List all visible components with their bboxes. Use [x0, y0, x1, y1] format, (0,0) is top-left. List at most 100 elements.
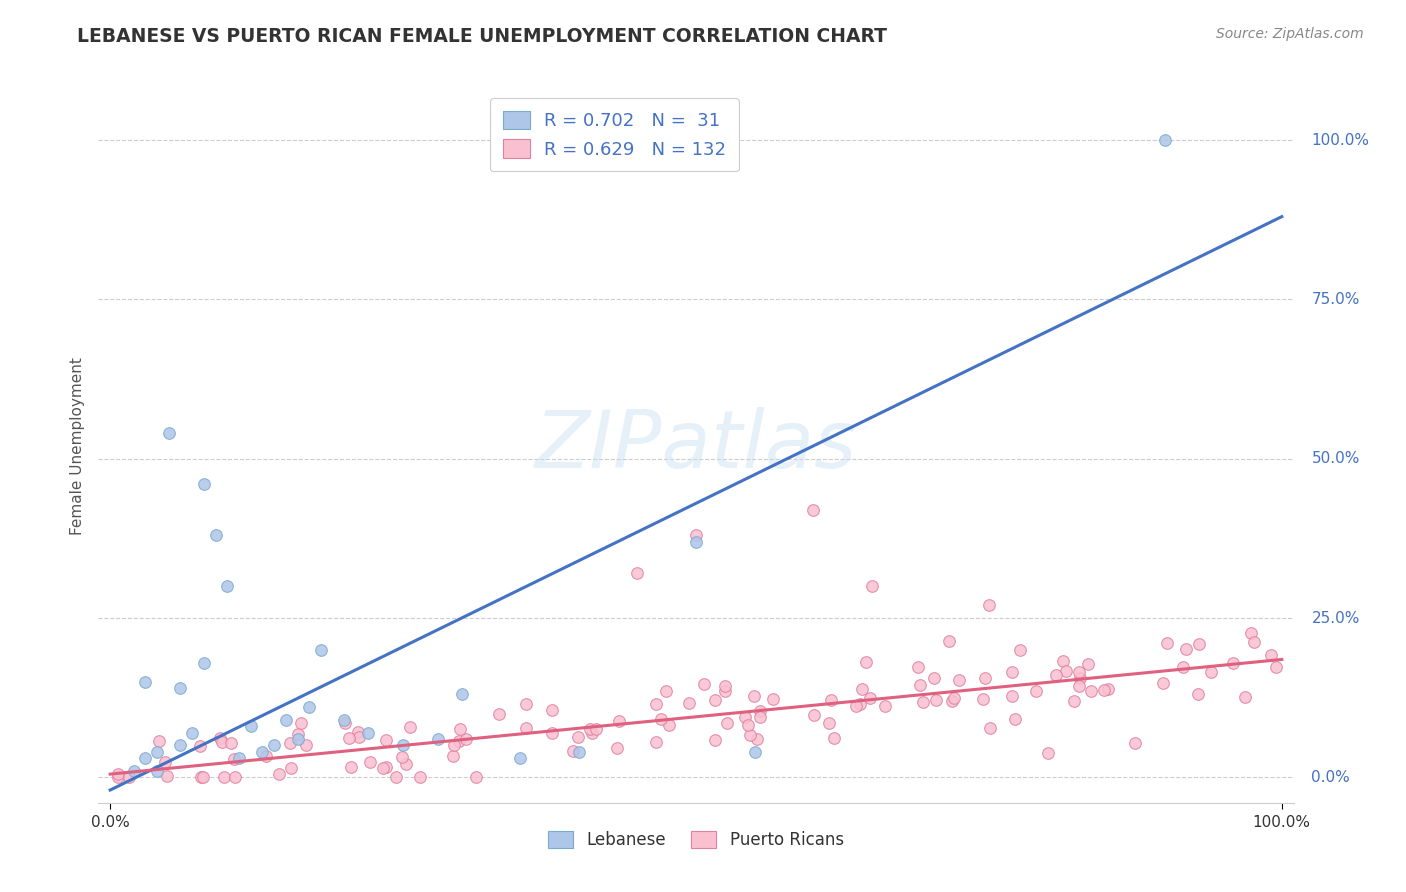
Point	[1045, 668, 1067, 682]
Text: 50.0%: 50.0%	[1312, 451, 1360, 467]
Text: 25.0%: 25.0%	[1312, 610, 1360, 625]
Point	[855, 655, 877, 669]
Point	[1123, 736, 1146, 750]
Point	[122, 764, 145, 778]
Point	[335, 716, 357, 731]
Point	[395, 757, 418, 772]
Point	[562, 744, 585, 758]
Point	[744, 745, 766, 759]
Point	[607, 714, 630, 729]
Point	[339, 759, 361, 773]
Point	[117, 770, 139, 784]
Point	[1025, 684, 1047, 698]
Point	[156, 770, 179, 784]
Point	[873, 699, 896, 714]
Point	[626, 566, 648, 581]
Point	[1080, 684, 1102, 698]
Point	[748, 704, 770, 718]
Point	[254, 749, 277, 764]
Point	[1153, 133, 1175, 147]
Point	[1067, 665, 1090, 680]
Point	[359, 756, 381, 770]
Point	[208, 731, 231, 746]
Point	[568, 745, 591, 759]
Point	[650, 712, 672, 726]
Point	[1092, 682, 1115, 697]
Point	[515, 697, 537, 711]
Point	[742, 689, 765, 703]
Point	[204, 528, 226, 542]
Point	[1156, 636, 1178, 650]
Point	[1004, 712, 1026, 726]
Point	[747, 731, 769, 746]
Point	[1001, 665, 1024, 680]
Point	[134, 674, 156, 689]
Point	[693, 677, 716, 691]
Point	[146, 764, 169, 778]
Point	[449, 722, 471, 736]
Point	[488, 707, 510, 722]
Point	[581, 726, 603, 740]
Point	[391, 750, 413, 764]
Point	[263, 739, 285, 753]
Point	[858, 690, 880, 705]
Point	[948, 673, 970, 687]
Point	[818, 716, 841, 731]
Point	[181, 725, 204, 739]
Point	[447, 734, 470, 748]
Point	[347, 725, 370, 739]
Point	[148, 733, 170, 747]
Point	[740, 728, 762, 742]
Point	[1097, 681, 1119, 696]
Point	[333, 713, 356, 727]
Point	[295, 739, 318, 753]
Text: ZIPatlas: ZIPatlas	[534, 407, 858, 485]
Text: 75.0%: 75.0%	[1312, 292, 1360, 307]
Point	[685, 534, 707, 549]
Point	[585, 722, 607, 736]
Point	[1063, 694, 1085, 708]
Point	[153, 756, 176, 770]
Point	[567, 730, 589, 744]
Point	[217, 579, 239, 593]
Point	[1008, 642, 1031, 657]
Text: 0.0%: 0.0%	[1312, 770, 1350, 785]
Point	[509, 751, 531, 765]
Point	[941, 694, 963, 708]
Point	[443, 738, 465, 752]
Point	[845, 699, 868, 714]
Point	[221, 736, 243, 750]
Point	[169, 739, 191, 753]
Point	[399, 720, 422, 734]
Point	[193, 477, 215, 491]
Point	[146, 745, 169, 759]
Point	[1152, 675, 1174, 690]
Point	[977, 599, 1000, 613]
Point	[823, 731, 845, 746]
Point	[287, 732, 309, 747]
Point	[943, 690, 966, 705]
Point	[579, 722, 602, 736]
Point	[749, 710, 772, 724]
Point	[911, 695, 934, 709]
Point	[644, 734, 666, 748]
Point	[907, 660, 929, 674]
Point	[408, 770, 430, 784]
Point	[1222, 657, 1244, 671]
Point	[1240, 625, 1263, 640]
Text: LEBANESE VS PUERTO RICAN FEMALE UNEMPLOYMENT CORRELATION CHART: LEBANESE VS PUERTO RICAN FEMALE UNEMPLOY…	[77, 27, 887, 45]
Point	[374, 732, 396, 747]
Point	[427, 732, 450, 747]
Point	[655, 684, 678, 698]
Point	[972, 692, 994, 706]
Point	[541, 703, 564, 717]
Point	[704, 732, 727, 747]
Point	[606, 741, 628, 756]
Point	[169, 681, 191, 695]
Point	[224, 770, 246, 784]
Point	[716, 716, 738, 731]
Point	[239, 719, 262, 733]
Point	[1067, 679, 1090, 693]
Point	[851, 681, 873, 696]
Point	[357, 725, 380, 739]
